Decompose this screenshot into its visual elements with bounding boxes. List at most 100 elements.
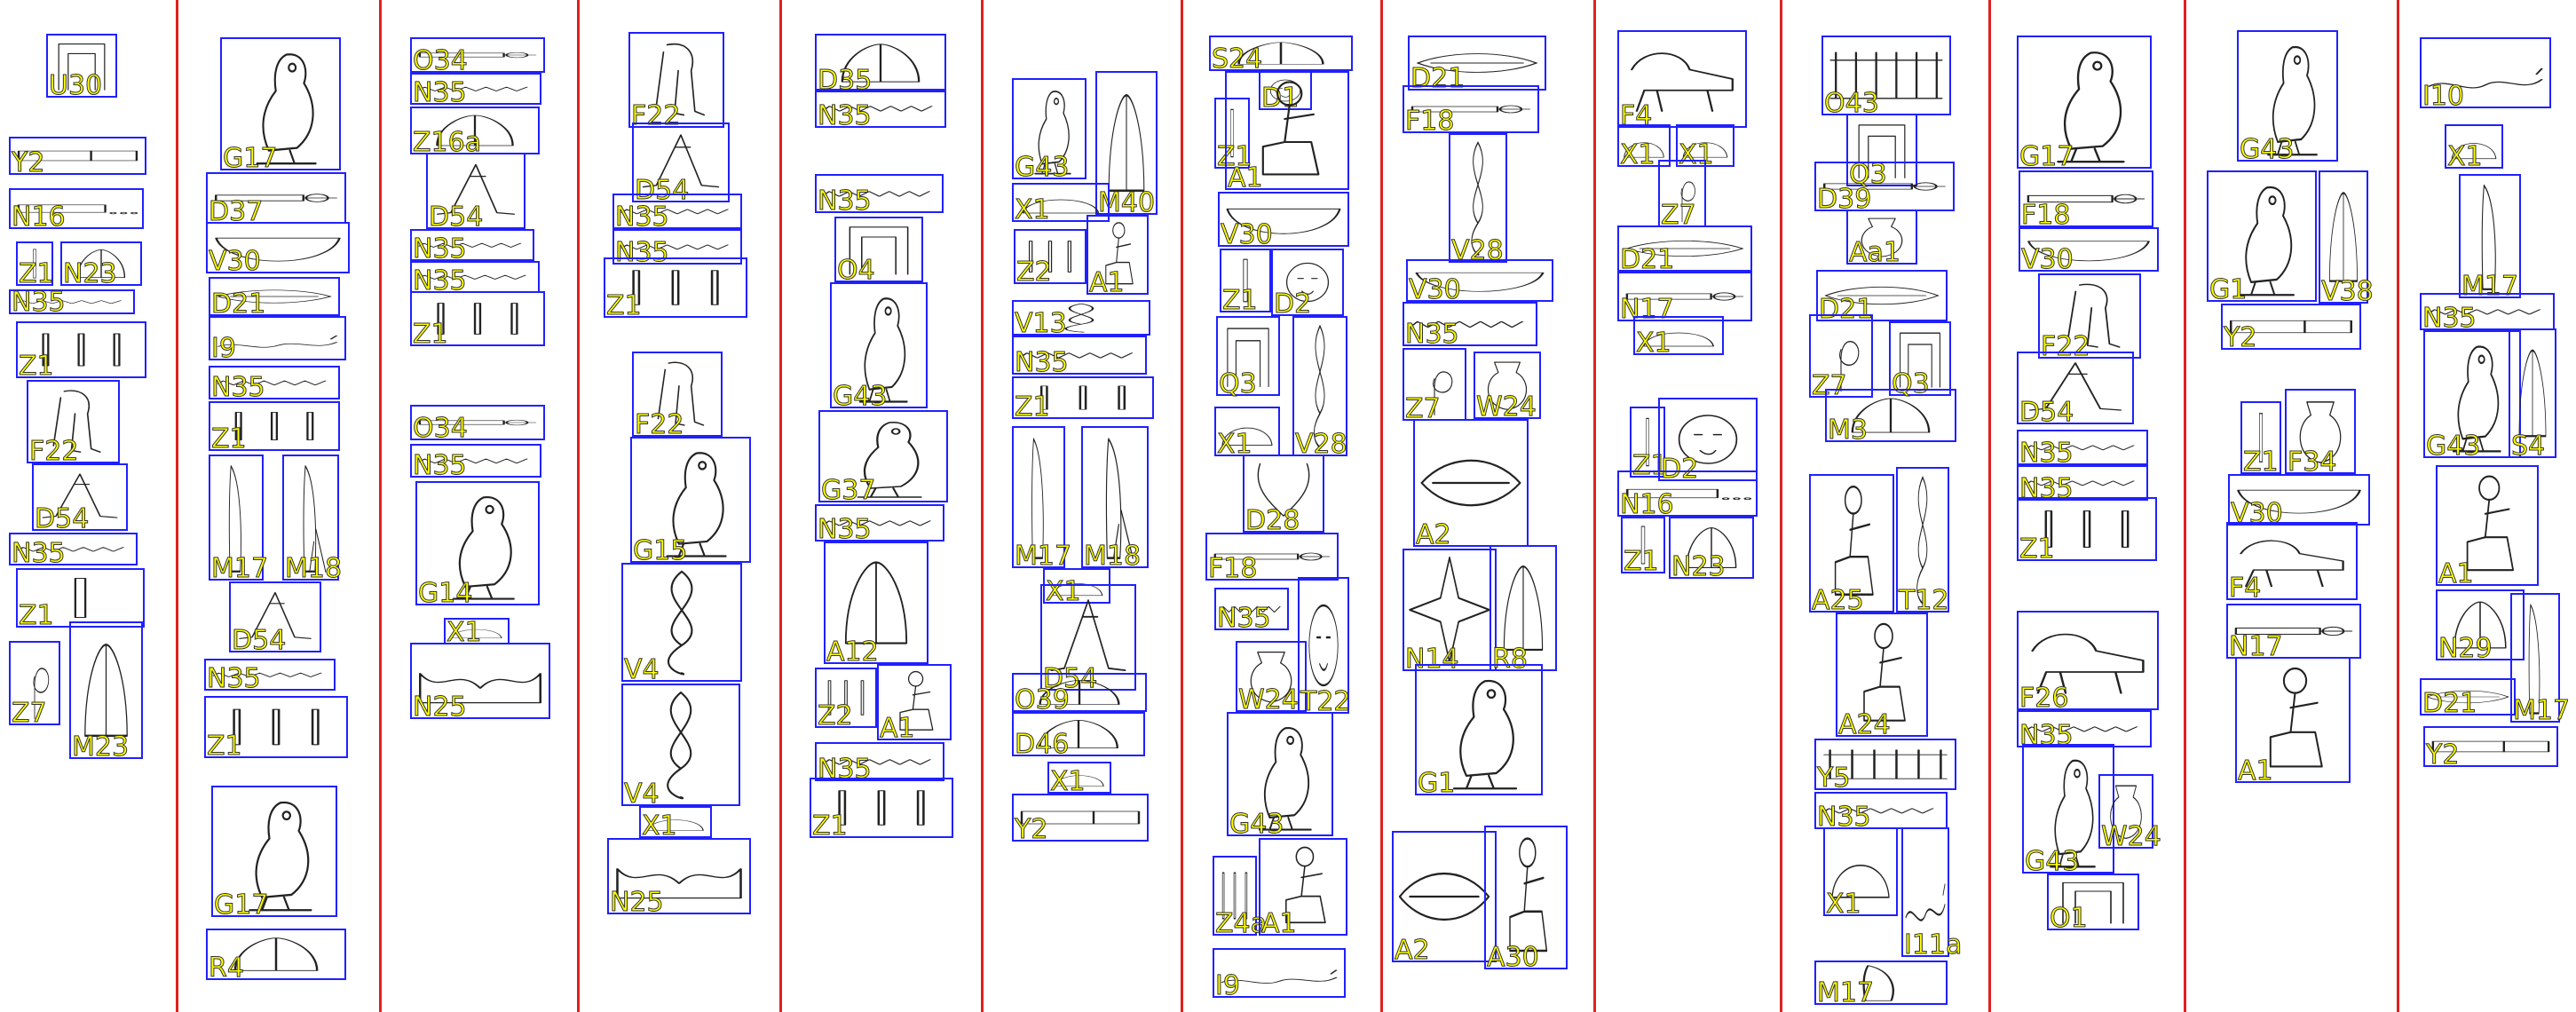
man-striking-icon <box>1834 485 1874 596</box>
game-board-icon <box>1823 749 1948 779</box>
glyph-code-label: N35 <box>413 77 468 108</box>
reed-leaf-with-legs-icon <box>1105 438 1134 559</box>
glyph-code-label: O4 <box>837 255 876 286</box>
glyph-box: G43 <box>830 282 928 410</box>
glyph-box: X1 <box>1633 316 1724 359</box>
glyph-box: G1 <box>2207 170 2317 304</box>
water-ripple-icon <box>418 242 522 248</box>
glyph-box: Z1 <box>1214 98 1252 170</box>
glyph-box: A25 <box>1809 474 1894 614</box>
glyph-box: N23 <box>60 241 142 288</box>
offering-loaf-on-mat-icon <box>233 937 319 971</box>
glyph-code-label: Z16a <box>412 127 482 158</box>
glyph-box: V30 <box>206 222 350 275</box>
papyrus-roll-icon <box>2230 320 2352 334</box>
tethering-rope-icon <box>1064 303 1094 333</box>
glyph-box: F22 <box>2038 273 2141 360</box>
stroke-icon <box>1640 526 1646 565</box>
glyph-code-label: W24 <box>1238 684 1300 716</box>
stool-icon <box>1227 328 1269 388</box>
bread-loaf-icon <box>1221 427 1273 447</box>
glyph-code-label: D39 <box>1816 184 1872 215</box>
glyph-box: V28 <box>1292 316 1347 458</box>
lion-forepart-icon <box>2240 540 2344 588</box>
glyph-box: N23 <box>1669 517 1754 581</box>
glyph-box: O39 <box>1012 673 1147 716</box>
glyph-box: A1 <box>877 664 952 744</box>
glyph-code-label: X1 <box>1050 766 1087 797</box>
glyph-box: N35 <box>2017 465 2148 502</box>
man-hand-to-mouth-icon <box>1420 459 1521 507</box>
glyph-box: V38 <box>2319 170 2374 305</box>
glyph-box: M17 <box>209 455 269 582</box>
reed-leaf-icon <box>2481 184 2496 290</box>
glyph-code-label: V4 <box>624 779 660 810</box>
red-crown-icon <box>2518 349 2547 438</box>
glyph-box: Z7 <box>1658 160 1706 229</box>
plural-strokes-icon <box>233 708 320 746</box>
glyph-code-label: Aa1 <box>1849 237 1901 268</box>
water-ripple-icon <box>823 191 931 197</box>
glyph-code-label: M3 <box>1828 415 1869 446</box>
glyph-box: V4 <box>621 684 740 810</box>
glyph-code-label: G17 <box>2019 141 2074 172</box>
glyph-code-label: X1 <box>1217 429 1253 460</box>
water-ripple-icon <box>823 106 933 112</box>
glyph-box: N25 <box>410 643 550 721</box>
glyph-code-label: O39 <box>1015 684 1071 716</box>
glyph-box: S24 <box>1209 36 1353 73</box>
stroke-icon <box>2258 413 2264 463</box>
hindquarters-icon <box>2066 283 2121 348</box>
glyph-box: N35 <box>612 229 742 266</box>
quail-chick-icon <box>2050 759 2096 868</box>
glyph-box: G17 <box>211 786 337 919</box>
glyph-box: R8 <box>1489 545 1557 675</box>
glyph-code-label: A1 <box>880 713 916 744</box>
placenta-icon <box>1861 217 1903 257</box>
glyph-code-label: G37 <box>820 475 876 506</box>
glyph-code-label: Y5 <box>1816 763 1851 794</box>
man-hand-to-mouth-icon <box>1398 872 1490 921</box>
glyph-box: I10 <box>2420 37 2551 110</box>
land-with-grains-icon <box>1626 488 1752 501</box>
glyph-code-label: V30 <box>2021 244 2074 275</box>
glyph-box: T12 <box>1896 467 1949 614</box>
coil-icon <box>1839 341 1860 392</box>
lion-forepart-icon <box>1631 52 1734 112</box>
mouth-icon <box>1824 286 1940 305</box>
glyph-box: F4 <box>2226 522 2358 602</box>
glyph-box: M40 <box>1095 71 1158 217</box>
cobra-icon <box>1905 883 1946 921</box>
glyph-code-label: N17 <box>2229 631 2284 662</box>
glyph-box: G43 <box>1227 712 1333 838</box>
pot-icon <box>1250 652 1292 703</box>
glyph-code-label: D54 <box>428 202 484 233</box>
stroke-icon <box>1243 258 1248 303</box>
glyph-code-label: X1 <box>1636 328 1672 359</box>
glyph-code-label: N35 <box>1817 802 1872 833</box>
plural-strokes-icon <box>838 790 925 826</box>
glyph-box: F22 <box>632 352 723 439</box>
stroke-icon <box>33 249 36 279</box>
glyph-box: O4 <box>834 217 923 286</box>
hill-country-icon <box>419 673 541 704</box>
glyph-code-label: R4 <box>209 953 245 984</box>
glyph-code-label: N35 <box>413 265 468 296</box>
water-ripple-icon <box>2428 309 2541 315</box>
glyph-code-label: A1 <box>1089 267 1126 298</box>
glyph-box: G15 <box>630 437 751 565</box>
glyph-box: D21 <box>1617 225 1752 273</box>
glyph-code-label: N35 <box>413 233 468 265</box>
glyph-box: G37 <box>818 410 948 506</box>
glyph-box: N35 <box>815 174 944 215</box>
bread-loaf-icon <box>1055 775 1104 787</box>
glyph-box: N35 <box>612 194 742 231</box>
glyph-box: N35 <box>815 742 944 783</box>
glyph-box: Z16a <box>410 107 540 158</box>
glyph-code-label: A1 <box>2438 558 2475 589</box>
glyph-box: A1 <box>2436 465 2539 589</box>
glyph-box: A24 <box>1836 613 1928 739</box>
glyph-box: A1 <box>2235 657 2351 785</box>
glyph-code-label: R8 <box>1492 644 1529 675</box>
